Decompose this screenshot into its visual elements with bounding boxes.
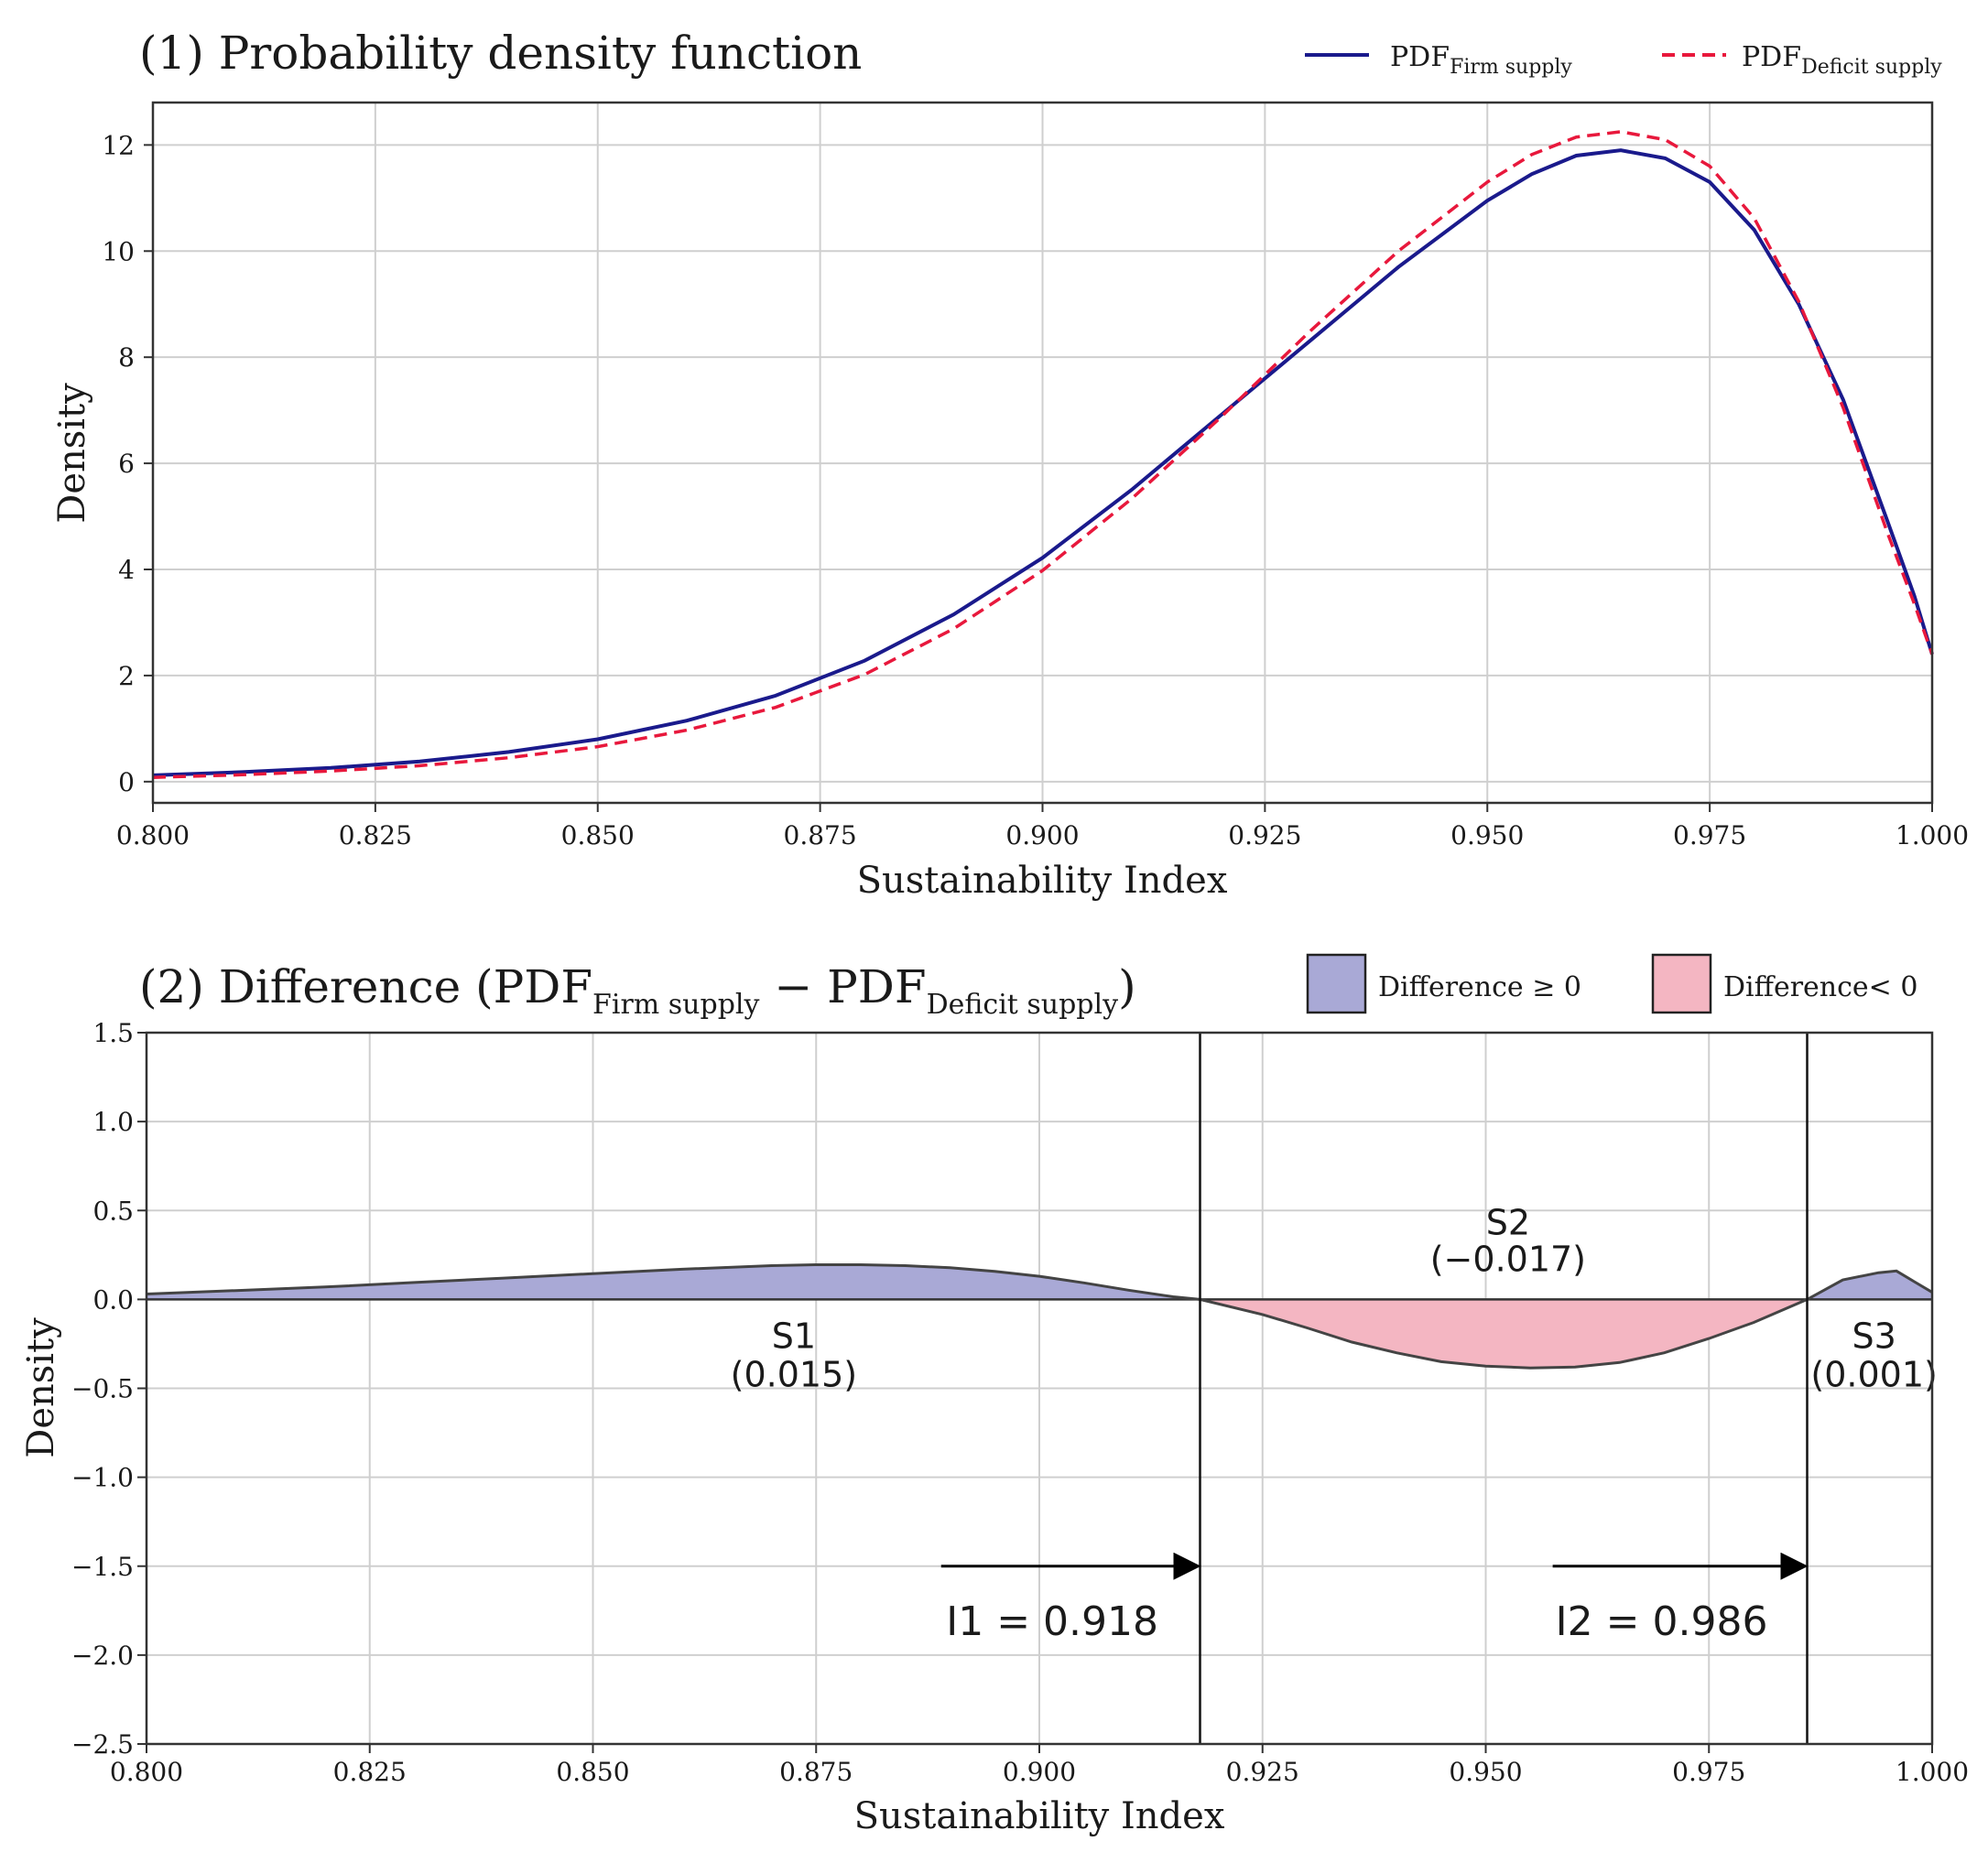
pdf-chart-plot-frame xyxy=(151,101,1934,805)
difference-chart: (2) Difference (PDFFirm supply − PDFDefi… xyxy=(20,953,1969,1837)
diff-x-tick-label: 0.800 xyxy=(110,1757,183,1787)
diff-x-tick-label: 1.000 xyxy=(1896,1757,1969,1787)
pdf-x-tick-label: 0.875 xyxy=(784,820,857,850)
region-annotations: S1 (0.015) S2 (−0.017) S3 (0.001) xyxy=(731,1203,1938,1395)
diff-y-tick-label: −2.5 xyxy=(71,1729,134,1760)
pdf-x-tick-label: 1.000 xyxy=(1896,820,1969,850)
diff-y-tick-label: −2.0 xyxy=(71,1641,134,1671)
pdf-chart-y-ticks: 0 2 4 6 8 10 12 xyxy=(102,130,153,797)
pdf-chart-legend: PDFFirm supply PDFDeficit supply xyxy=(1305,41,1942,79)
difference-chart-x-ticks: 0.800 0.825 0.850 0.875 0.900 0.925 0.950 0.975… xyxy=(110,1744,1969,1787)
difference-chart-title: (2) Difference (PDFFirm supply − PDFDefi… xyxy=(139,960,1136,1021)
difference-positive-area xyxy=(147,1264,1932,1300)
difference-chart-plot-frame xyxy=(145,1031,1934,1746)
pdf-x-tick-label: 0.925 xyxy=(1228,820,1301,850)
pdf-chart-grid xyxy=(152,103,1933,803)
pdf-y-tick-label: 10 xyxy=(102,236,135,266)
pdf-x-tick-label: 0.800 xyxy=(116,820,190,850)
pdf-y-tick-label: 0 xyxy=(118,767,135,797)
diff-x-tick-label: 0.825 xyxy=(333,1757,407,1787)
pdf-x-tick-label: 0.900 xyxy=(1005,820,1079,850)
region-s3-value: (0.001) xyxy=(1810,1355,1937,1395)
diff-x-tick-label: 0.850 xyxy=(556,1757,629,1787)
difference-negative-area xyxy=(147,1299,1932,1369)
pdf-chart-x-ticks: 0.800 0.825 0.850 0.875 0.900 0.925 0.950 0.975… xyxy=(116,803,1969,850)
diff-x-tick-label: 0.900 xyxy=(1003,1757,1076,1787)
series-firm-supply-line xyxy=(152,148,1934,777)
difference-chart-y-ticks: 1.5 1.0 0.5 0.0 −0.5 −1.0 −1.5 −2.0 −2.5 xyxy=(71,1018,147,1760)
diff-x-tick-label: 0.975 xyxy=(1672,1757,1745,1787)
pdf-x-tick-label: 0.975 xyxy=(1673,820,1746,850)
legend-negative-swatch xyxy=(1651,953,1712,1014)
threshold-markers: I1 = 0.918 I2 = 0.986 xyxy=(940,1033,1809,1744)
threshold-i2-label: I2 = 0.986 xyxy=(1556,1598,1768,1645)
series-deficit-supply-line xyxy=(152,130,1934,779)
difference-chart-legend: Difference ≥ 0 Difference< 0 xyxy=(1306,953,1917,1014)
region-s3-name: S3 xyxy=(1852,1316,1896,1357)
difference-curve xyxy=(146,1263,1933,1370)
diff-y-tick-label: −1.5 xyxy=(71,1552,134,1582)
diff-x-tick-label: 0.925 xyxy=(1226,1757,1299,1787)
diff-y-tick-label: −0.5 xyxy=(71,1374,134,1404)
region-s2-name: S2 xyxy=(1486,1203,1530,1243)
difference-chart-y-label: Density xyxy=(20,1317,62,1458)
legend-negative-label: Difference< 0 xyxy=(1723,971,1917,1003)
legend-positive-swatch xyxy=(1306,953,1367,1014)
pdf-chart-y-label: Density xyxy=(51,383,93,524)
diff-y-tick-label: −1.0 xyxy=(71,1463,134,1493)
pdf-y-tick-label: 8 xyxy=(118,342,135,373)
diff-x-tick-label: 0.950 xyxy=(1449,1757,1522,1787)
legend-firm-label: PDFFirm supply xyxy=(1390,41,1572,79)
legend-deficit-label: PDFDeficit supply xyxy=(1742,41,1942,79)
region-s2-value: (−0.017) xyxy=(1430,1240,1586,1280)
threshold-i1-label: I1 = 0.918 xyxy=(946,1598,1158,1645)
diff-y-tick-label: 1.5 xyxy=(92,1018,134,1048)
pdf-y-tick-label: 12 xyxy=(102,130,135,160)
pdf-x-tick-label: 0.950 xyxy=(1450,820,1524,850)
pdf-chart-title: (1) Probability density function xyxy=(139,27,862,80)
pdf-chart: (1) Probability density function PDFFirm… xyxy=(51,27,1969,902)
pdf-chart-x-label: Sustainability Index xyxy=(857,860,1228,902)
pdf-y-tick-label: 6 xyxy=(118,449,135,479)
diff-x-tick-label: 0.875 xyxy=(779,1757,853,1787)
region-s1-value: (0.015) xyxy=(731,1355,857,1395)
pdf-y-tick-label: 2 xyxy=(118,661,135,691)
pdf-x-tick-label: 0.825 xyxy=(339,820,412,850)
difference-chart-x-label: Sustainability Index xyxy=(854,1795,1225,1837)
diff-y-tick-label: 0.0 xyxy=(92,1284,134,1315)
diff-y-tick-label: 0.5 xyxy=(92,1196,134,1226)
region-s1-name: S1 xyxy=(772,1316,816,1357)
legend-positive-label: Difference ≥ 0 xyxy=(1378,971,1581,1003)
diff-y-tick-label: 1.0 xyxy=(92,1107,134,1137)
pdf-y-tick-label: 4 xyxy=(118,555,135,585)
pdf-x-tick-label: 0.850 xyxy=(561,820,635,850)
